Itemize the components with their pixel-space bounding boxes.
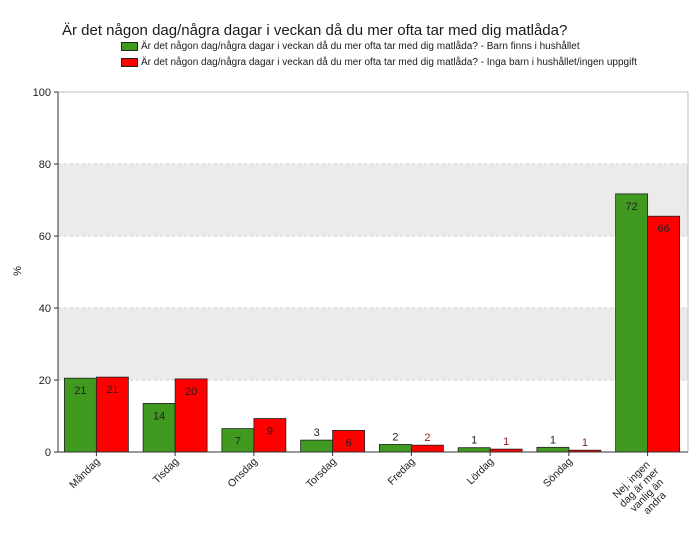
x-tick-label: Måndag [67, 456, 102, 491]
bar-inga-barn [174, 378, 208, 453]
bar-inga-barn [410, 444, 444, 453]
data-label: 1 [550, 434, 556, 446]
bar-barn [378, 444, 412, 453]
y-tick-label: 0 [45, 447, 51, 459]
bar-inga-barn [647, 215, 681, 453]
bar-barn [457, 447, 491, 453]
legend-item-inga-barn: Är det någon dag/några dagar i veckan då… [121, 57, 637, 68]
data-label: 66 [658, 223, 670, 235]
bar-barn [142, 402, 176, 453]
bar-inga-barn [95, 376, 129, 453]
data-label: 20 [185, 386, 197, 398]
grid-band [58, 236, 688, 308]
x-tick-label: Nej, ingendag är mervanlig änandra [609, 457, 677, 525]
data-label: 3 [314, 427, 320, 439]
data-label: 21 [74, 385, 86, 397]
data-label: 21 [106, 384, 118, 396]
y-tick-label: 60 [39, 231, 51, 243]
data-label: 14 [153, 410, 165, 422]
data-label: 1 [582, 437, 588, 449]
y-tick-label: 80 [39, 159, 51, 171]
legend-label-inga-barn: Är det någon dag/några dagar i veckan då… [141, 57, 637, 68]
data-label: 1 [471, 435, 477, 447]
x-tick-label: Onsdag [226, 456, 261, 491]
data-label: 2 [392, 431, 398, 443]
x-tick-label: Tisdag [151, 456, 182, 487]
data-label: 2 [424, 432, 430, 444]
bar-barn [300, 439, 334, 453]
plot-panel [57, 91, 689, 453]
data-label: 72 [626, 201, 638, 213]
chart-title: Är det någon dag/några dagar i veckan då… [62, 22, 568, 39]
legend-swatch-green [121, 41, 138, 51]
y-tick-label: 100 [33, 87, 51, 99]
y-tick-label: 40 [39, 303, 51, 315]
x-tick-label: Lördag [465, 456, 497, 488]
legend-swatch-red [121, 57, 138, 67]
legend-label-barn: Är det någon dag/några dagar i veckan då… [141, 41, 580, 52]
x-tick-label: Söndag [541, 456, 575, 490]
bar-barn [536, 446, 570, 453]
data-label: 1 [503, 436, 509, 448]
bar-barn [615, 193, 649, 453]
data-label: 9 [267, 426, 273, 438]
grid-band [58, 92, 688, 164]
data-label: 7 [235, 436, 241, 448]
data-label: 6 [346, 437, 352, 449]
x-tick-label: Torsdag [304, 456, 339, 491]
y-tick-label: 20 [39, 375, 51, 387]
bar-barn [63, 377, 97, 453]
legend-item-barn: Är det någon dag/några dagar i veckan då… [121, 41, 580, 52]
x-tick-label: Fredag [385, 456, 417, 488]
